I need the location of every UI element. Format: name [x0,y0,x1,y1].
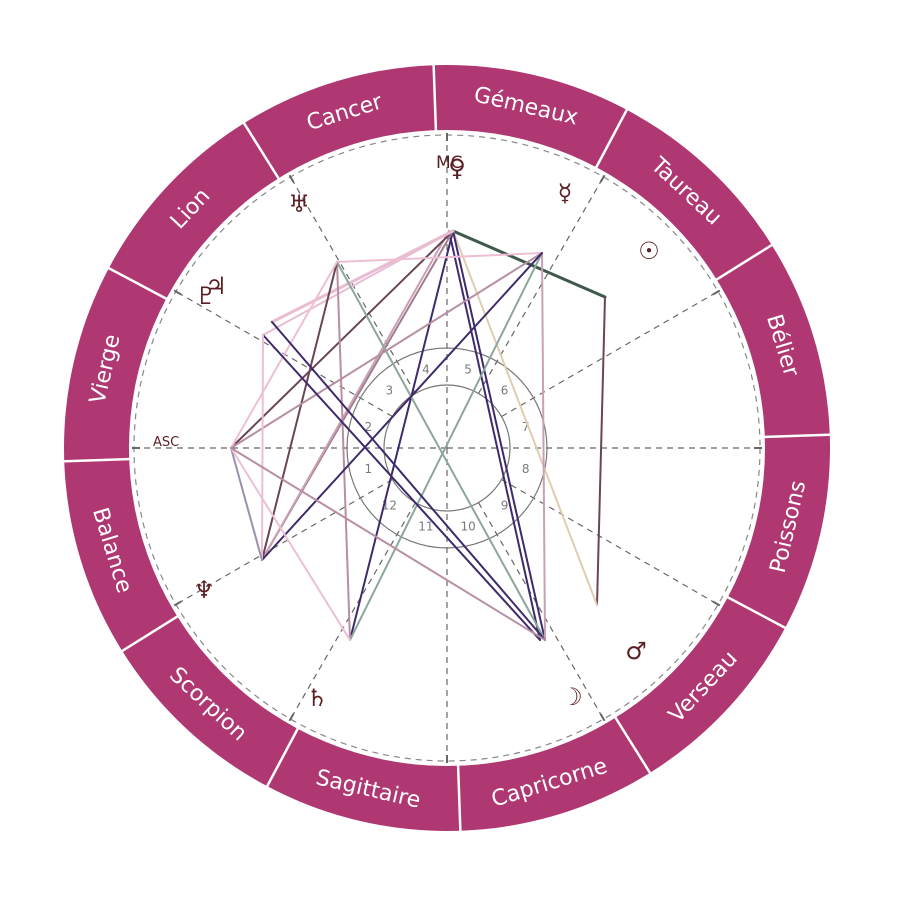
house-ring-inner [383,384,511,512]
aspect-line [230,447,546,641]
sun-icon: ☉ [638,237,660,265]
house-cusp-line [289,502,417,720]
aspect-line [261,230,450,561]
aspect-line [336,252,543,263]
sign-divider [725,595,788,630]
house-number: 10 [460,520,475,534]
jupiter-icon: ♃ [205,272,227,300]
aspect-line [230,252,543,449]
sign-divider [432,63,438,133]
uranus-icon: ♅ [288,190,310,218]
sign-divider [241,120,281,181]
cusp-tick [599,713,606,722]
mc-label: MC [436,153,463,173]
cusp-tick [288,174,295,183]
sign-divider [613,715,653,776]
cusp-tick [599,174,606,183]
cusp-tick [712,289,721,296]
neptune-icon: ♆ [193,576,215,604]
planet-glyphs: ♀ ☿ ☉ ♅ ♃♇ ♆ ♄ ☽ ♂ [193,154,660,712]
sign-divider [594,107,629,170]
aspect-line [448,230,541,641]
sign-divider [119,614,180,654]
house-cusp-line [477,176,605,394]
house-number: 6 [501,383,509,397]
saturn-icon: ♄ [306,684,328,712]
cusp-tick [712,600,721,607]
aspect-line [270,229,455,324]
house-number: 5 [464,362,472,376]
sign-divider [456,763,462,833]
aspect-line [349,230,454,641]
aspect-line [261,252,543,561]
house-cusp-line [175,478,393,606]
sign-divider [762,433,832,439]
house-cusp-line [501,290,719,418]
house-number: 3 [386,383,394,397]
aspect-line [261,261,338,561]
aspect-line [349,252,543,641]
aspect-line [336,261,351,641]
sign-dividers [62,63,832,833]
cusp-tick [173,289,182,296]
sign-divider [106,266,169,301]
aspect-line [230,230,454,449]
aspect-line [596,296,606,606]
cusp-tick [173,600,182,607]
aspect-line [451,229,607,299]
house-number: 8 [522,462,530,476]
aspect-line [261,334,264,561]
house-cusp-line [501,478,719,606]
aspect-line [262,230,454,336]
aspect-line [262,334,541,641]
aspect-line [230,261,338,449]
aspect-lines [230,229,607,641]
sign-divider [265,726,300,789]
house-ring-outer [346,347,548,549]
mars-icon: ♂ [625,637,647,665]
house-cusp-line [477,502,605,720]
house-number: 9 [501,499,509,513]
mercury-icon: ☿ [558,179,573,207]
sign-divider [714,242,775,282]
aspect-line [230,447,351,641]
cusp-tick [288,713,295,722]
pluto-icon: ♇ [195,282,217,310]
sign-divider [62,457,132,463]
house-number: 4 [422,362,430,376]
venus-icon: ♀ [448,154,466,182]
aspect-line [230,447,263,561]
house-number: 11 [418,520,433,534]
asc-label: ASC [153,435,179,450]
house-cusp-lines [132,133,762,763]
moon-icon: ☽ [561,683,583,711]
aspect-line [541,252,546,641]
house-number: 7 [522,420,530,434]
aspect-line [336,261,546,641]
house-number: 1 [364,462,372,476]
aspect-line [271,321,546,641]
house-number: 2 [364,420,372,434]
